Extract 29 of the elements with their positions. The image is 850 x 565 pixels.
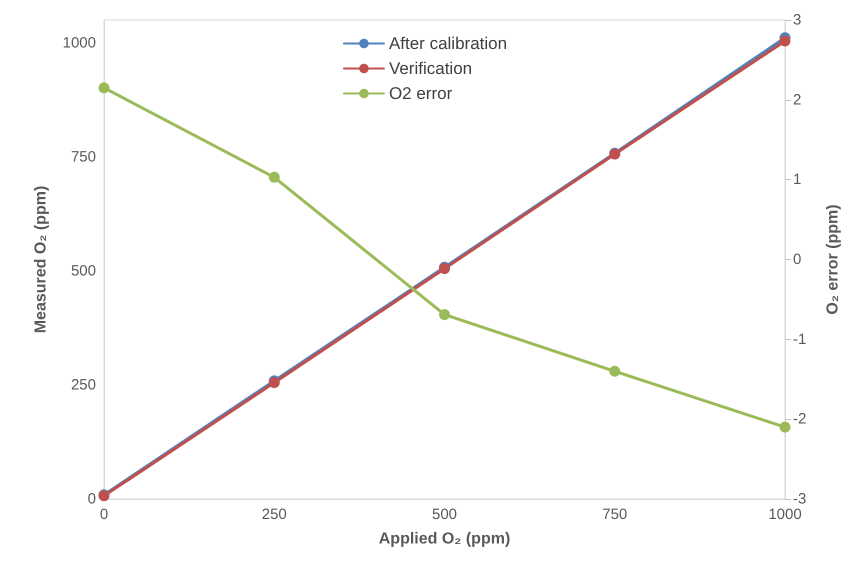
y-tick-label: 500 [70, 262, 96, 280]
y-tick-label: 1000 [62, 34, 96, 52]
point [780, 35, 790, 46]
x-axis-title: Applied O₂ (ppm) [378, 530, 510, 548]
point [780, 422, 790, 433]
point [98, 82, 110, 94]
legend-label: After calibration [388, 34, 508, 53]
legend-label: Verification [388, 59, 472, 78]
y2-tick-label: -1 [793, 330, 806, 348]
y2-tick-label: 1 [793, 171, 802, 188]
point [609, 366, 620, 377]
x-tick-label: 1000 [768, 506, 802, 523]
point [268, 172, 280, 183]
y2-tick-label: 0 [793, 251, 802, 268]
y2-tick-label: -3 [793, 490, 806, 508]
x-tick-label: 250 [262, 506, 287, 523]
y-tick-label: 750 [70, 148, 96, 166]
y-tick-label: 250 [70, 376, 96, 394]
y2-tick-label: 3 [793, 12, 802, 28]
y2-tick-label: -2 [793, 410, 806, 428]
x-tick-label: 750 [602, 506, 628, 523]
y2-tick-label: 2 [793, 91, 802, 108]
y-tick-label: 0 [88, 490, 96, 508]
legend-label: O2 error [388, 84, 453, 103]
point [439, 309, 450, 320]
x-tick-label: 500 [432, 506, 458, 523]
y2-axis-title: O₂ error (ppm) [824, 204, 842, 315]
x-tick-label: 0 [100, 506, 108, 523]
y-axis-title: Measured O₂ (ppm) [32, 186, 50, 334]
